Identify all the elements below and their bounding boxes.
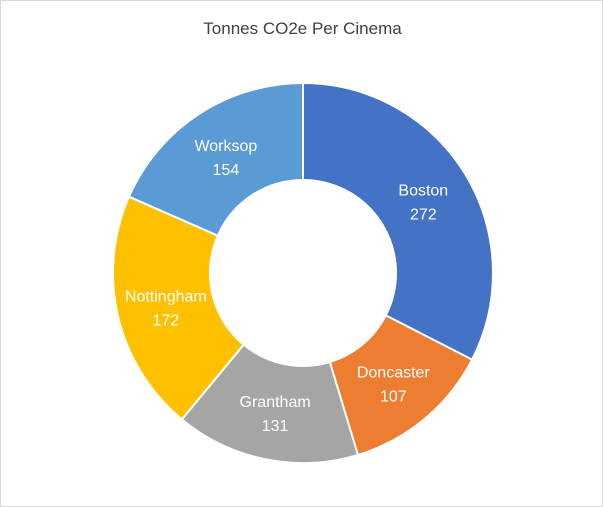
data-label-worksop: Worksop 154 <box>194 138 257 179</box>
data-label-value: 272 <box>410 206 437 223</box>
slice-nottingham <box>112 195 246 421</box>
slice-boston <box>302 81 494 361</box>
data-label-category: Grantham <box>240 394 311 411</box>
data-label-category: Nottingham <box>125 289 207 306</box>
data-label-category: Boston <box>398 182 448 199</box>
data-label-category: Doncaster <box>357 364 431 381</box>
data-label-boston: Boston 272 <box>398 182 448 223</box>
data-label-value: 107 <box>380 388 407 405</box>
slice-grantham <box>180 343 360 464</box>
data-label-value: 154 <box>213 162 240 179</box>
chart-title: Tonnes CO2e Per Cinema <box>203 19 402 38</box>
data-label-nottingham: Nottingham 172 <box>125 289 207 330</box>
data-label-value: 131 <box>262 418 289 435</box>
slice-worksop <box>127 81 304 237</box>
data-label-value: 172 <box>152 313 179 330</box>
data-label-doncaster: Doncaster 107 <box>357 364 431 405</box>
data-label-category: Worksop <box>194 138 257 155</box>
data-label-grantham: Grantham 131 <box>240 394 311 435</box>
